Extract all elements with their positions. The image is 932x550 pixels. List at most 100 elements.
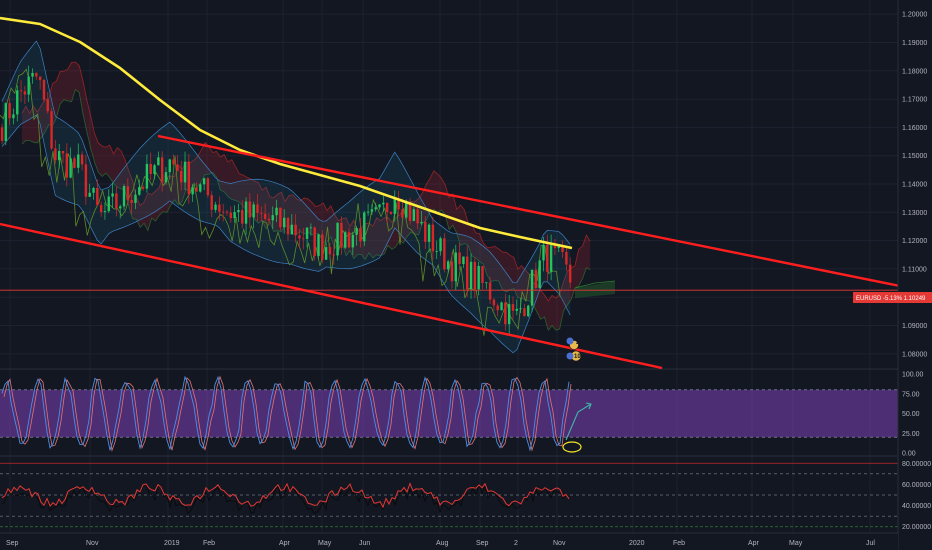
- price-candles[interactable]: [0, 65, 572, 334]
- price-tick-label: 1.18000: [902, 68, 927, 75]
- event-marker-2-icon: [566, 337, 574, 345]
- time-tick-label: Aug: [436, 540, 449, 547]
- candle-body: [84, 164, 88, 197]
- candle-body: [565, 251, 568, 265]
- stoch-arrow-head: [585, 402, 592, 410]
- candle-body: [244, 201, 248, 224]
- candle-body: [328, 247, 332, 255]
- stoch-tick-label: 0.00: [902, 451, 916, 458]
- event-marker-2-label: 2: [576, 340, 580, 346]
- price-tick-label: 1.08000: [902, 351, 927, 358]
- time-tick-label: Apr: [748, 540, 760, 547]
- candle-body: [439, 238, 442, 252]
- time-tick-label: Nov: [86, 540, 99, 547]
- stoch-tick-label: 100.00: [902, 372, 924, 379]
- candle-body: [31, 72, 34, 77]
- candle-body: [202, 178, 206, 185]
- candle-body: [271, 215, 274, 221]
- candle-body: [12, 114, 15, 119]
- rsi-tick-label: 20.00000: [902, 524, 931, 531]
- oversold-ellipse[interactable]: [562, 441, 582, 453]
- stoch-arrow[interactable]: [565, 403, 592, 441]
- candle-body: [122, 186, 126, 207]
- event-markers[interactable]: 2 10: [566, 337, 582, 362]
- time-axis-background: [0, 534, 898, 550]
- candle-body: [275, 207, 278, 216]
- time-axis[interactable]: Sep Nov 2019 Feb Apr May Jun Aug Sep 2 Nov 2020 Feb A…: [0, 534, 898, 550]
- candle-body: [443, 238, 446, 270]
- candle-body: [401, 209, 404, 218]
- candle-body: [549, 245, 553, 272]
- candle-body: [168, 159, 171, 173]
- candle-body: [397, 198, 400, 210]
- candle-body: [42, 80, 46, 100]
- price-tick-label: 1.16000: [902, 125, 927, 132]
- event-marker-10[interactable]: 10: [566, 350, 582, 362]
- band-fill: [2, 41, 571, 353]
- moving-average: [0, 16, 573, 250]
- candle-body: [347, 232, 351, 248]
- candle-body: [206, 178, 210, 196]
- event-marker-10-icon: [566, 352, 574, 360]
- price-tick-label: 1.19000: [902, 40, 927, 47]
- cloud-future-edge: [574, 280, 616, 289]
- channel-upper[interactable]: [157, 134, 901, 288]
- price-tick-label: 1.15000: [902, 153, 927, 160]
- candle-body: [507, 304, 511, 325]
- candle-body: [16, 90, 19, 115]
- candle-body: [344, 232, 347, 248]
- time-tick-label: May: [789, 540, 803, 547]
- cloud-future: [575, 281, 615, 298]
- candle-body: [172, 159, 175, 165]
- candle-body: [492, 299, 496, 306]
- candle-body: [164, 172, 168, 183]
- candle-body: [523, 308, 526, 317]
- candle-body: [23, 91, 27, 95]
- channel-lower[interactable]: [0, 222, 663, 370]
- candle-body: [416, 209, 419, 224]
- event-marker-2[interactable]: 2: [566, 337, 581, 350]
- candle-body: [496, 305, 499, 311]
- candle-body: [115, 193, 118, 209]
- time-tick-label: Feb: [673, 540, 685, 547]
- stoch-tick-label: 75.00: [902, 391, 920, 398]
- candle-body: [450, 261, 454, 282]
- candle-body: [69, 158, 72, 178]
- candle-body: [378, 204, 381, 208]
- candle-body: [180, 171, 183, 183]
- candle-body: [324, 247, 328, 260]
- rsi-pane[interactable]: [0, 462, 898, 528]
- candle-body: [488, 282, 492, 300]
- stoch-tick-label: 50.00: [902, 411, 920, 418]
- candle-body: [4, 103, 8, 141]
- candle-body: [336, 222, 339, 256]
- candle-body: [176, 164, 179, 172]
- stochastic-pane[interactable]: [0, 375, 898, 453]
- time-tick-label: 2: [514, 540, 518, 547]
- candle-body: [305, 227, 309, 239]
- candle-body: [126, 186, 130, 201]
- time-tick-label: Apr: [279, 540, 291, 547]
- candle-body: [195, 187, 198, 192]
- candle-body: [191, 187, 194, 195]
- candle-body: [153, 165, 156, 174]
- candle-body: [359, 228, 362, 242]
- price-tick-label: 1.09000: [902, 323, 927, 330]
- candle-body: [256, 204, 259, 213]
- trend-channel[interactable]: [0, 134, 901, 370]
- candle-body: [446, 261, 450, 270]
- candle-body: [61, 151, 65, 154]
- candle-body: [263, 213, 267, 219]
- candle-body: [54, 148, 57, 161]
- candle-body: [462, 256, 465, 265]
- lagging-line-path: [0, 68, 561, 336]
- cloud-span-a: [21, 61, 591, 302]
- candle-body: [88, 192, 91, 197]
- rsi-signal-line: [1, 482, 570, 515]
- candle-body: [408, 202, 412, 221]
- rsi-tick-label: 60.00000: [902, 482, 931, 489]
- candle-body: [149, 163, 152, 174]
- candle-body: [332, 254, 335, 256]
- price-axis[interactable]: 1.20000 1.19000 1.18000 1.17000 1.16000 1.150…: [897, 0, 932, 550]
